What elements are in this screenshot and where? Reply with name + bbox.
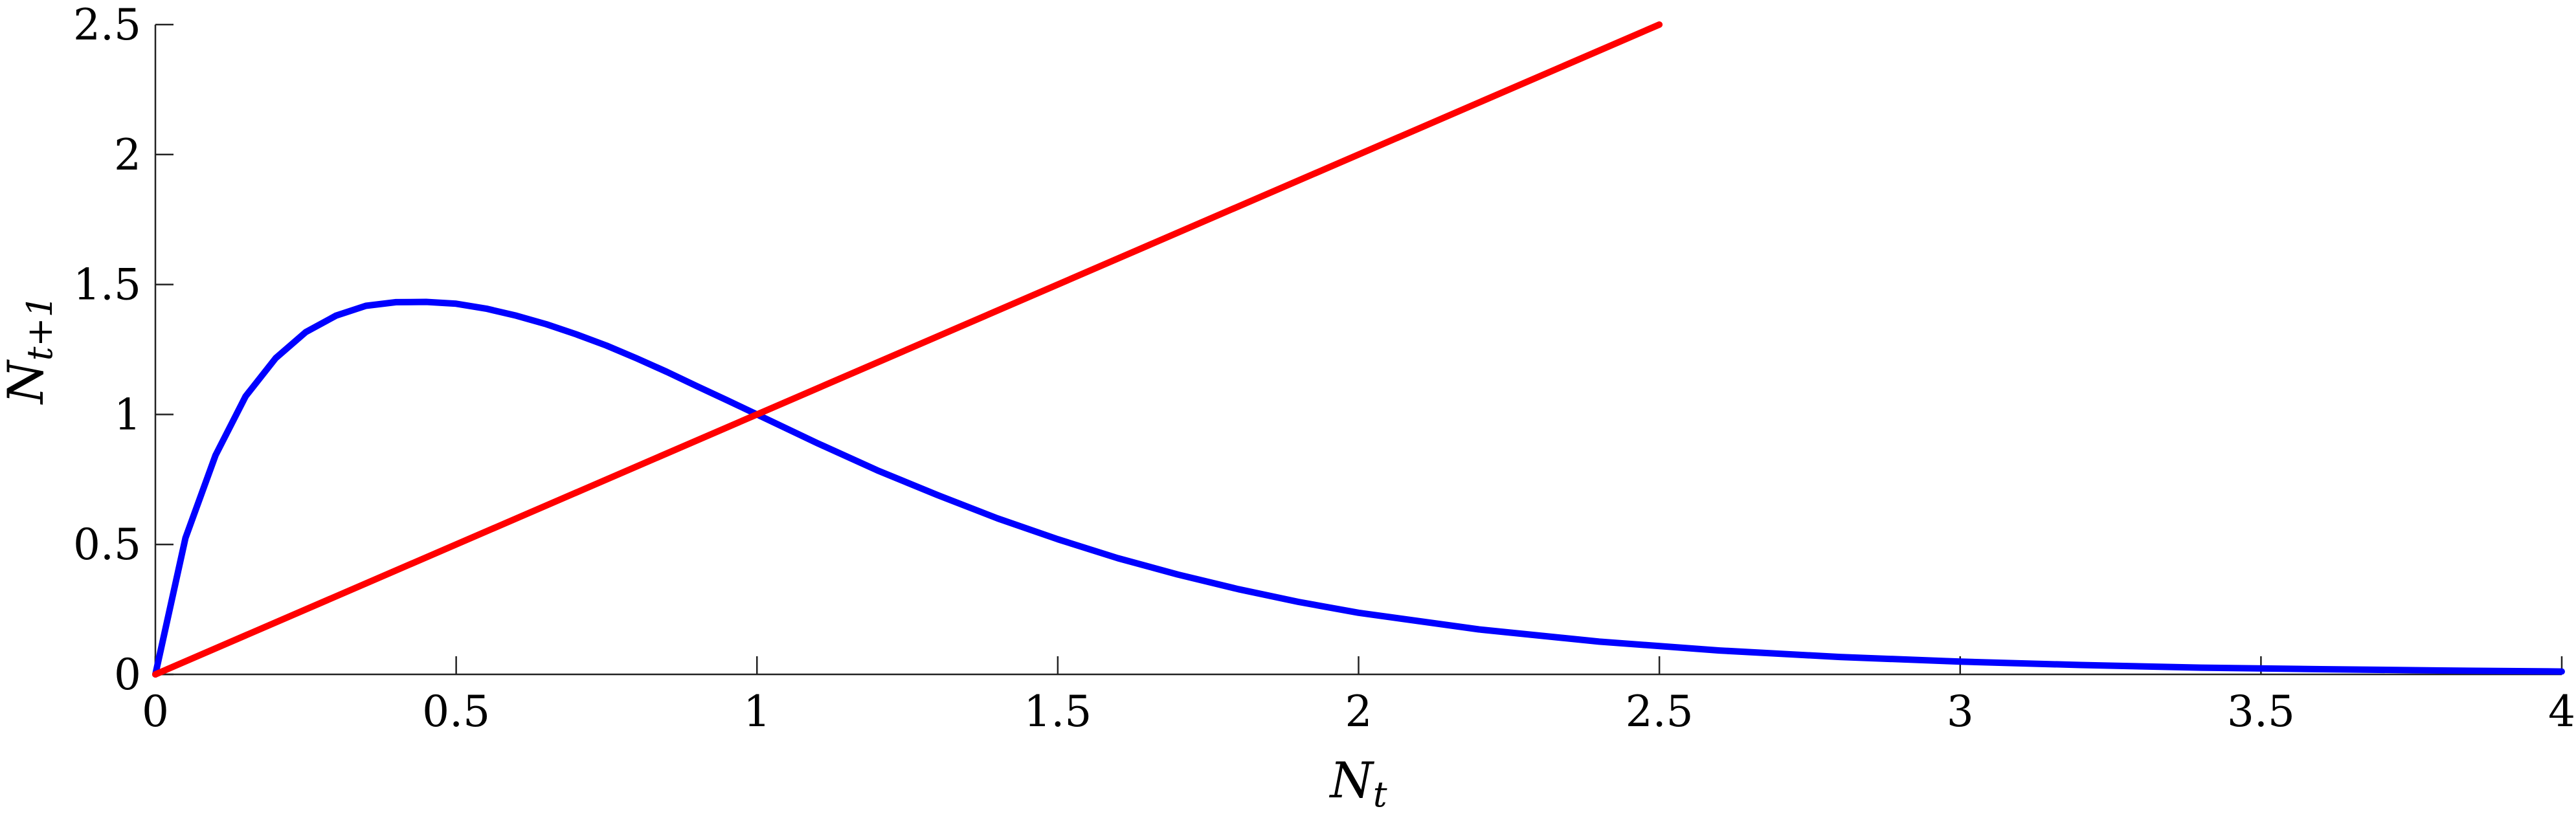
y-ticks: 0 0.5 1 1.5 2 2.5: [73, 0, 174, 700]
x-ticks: 0 0.5 1 1.5 2 2.5 3 3.5 4: [142, 656, 2575, 737]
series-line-2: [152, 21, 1663, 678]
x-axis-title-subscript: t: [1373, 774, 1387, 815]
y-axis-title-main: N: [0, 359, 54, 405]
y-tick-label: 0.5: [73, 520, 141, 570]
x-tick-label: 0: [142, 687, 169, 737]
y-tick-label: 2: [114, 130, 141, 180]
y-tick-label: 0: [114, 650, 141, 700]
x-tick-label: 1: [743, 687, 770, 737]
x-tick-label: 2.5: [1626, 687, 1694, 737]
x-axis-title: Nt: [1328, 751, 1387, 815]
y-tick-label: 1.5: [73, 260, 141, 310]
series-layer: [152, 21, 2565, 678]
x-tick-label: 4: [2548, 687, 2575, 737]
y-axis-title: Nt+1: [0, 295, 60, 405]
x-tick-label: 3.5: [2227, 687, 2295, 737]
x-tick-label: 3: [1947, 687, 1974, 737]
x-tick-label: 1.5: [1024, 687, 1092, 737]
y-tick-label: 2.5: [73, 0, 141, 50]
axes: 0 0.5 1 1.5 2 2.5 3 3.5 4 0 0.5 1 1.5 2 2.5: [73, 0, 2575, 737]
y-axis-title-subscript: t+1: [19, 295, 60, 360]
x-tick-label: 2: [1345, 687, 1372, 737]
series-line-1: [152, 298, 2565, 678]
x-axis-title-main: N: [1328, 751, 1374, 809]
x-tick-label: 0.5: [422, 687, 490, 737]
y-tick-label: 1: [114, 390, 141, 439]
